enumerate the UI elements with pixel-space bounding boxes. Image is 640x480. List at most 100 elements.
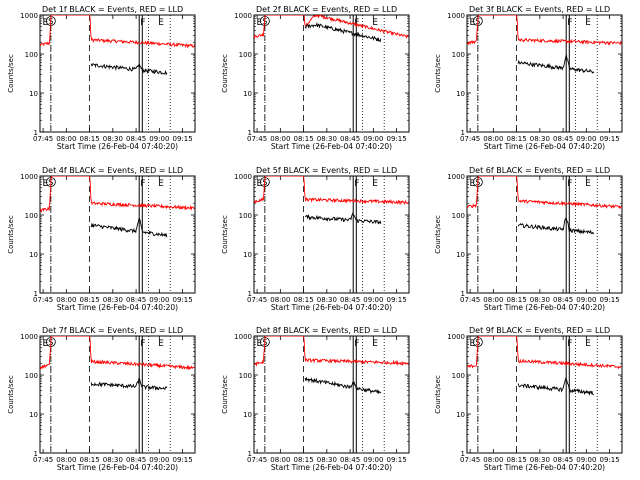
y-tick-label: 10 [243,411,252,419]
x-tick-label: 07:45 [460,456,480,464]
x-tick-label: 08:30 [530,456,550,464]
x-tick-label: 08:30 [103,456,123,464]
marker-label-e: E [470,339,476,349]
x-tick-label: 07:45 [247,296,267,304]
panel-5: Det 5f BLACK = Events, RED = LLD 1 10 100 10… [221,166,410,312]
marker-label-e: E [43,18,49,28]
series-events-line [90,63,168,76]
x-tick-label: 08:45 [126,135,146,143]
y-tick-label: 10 [29,251,38,259]
series-lld-line [254,15,409,40]
series-events-line [304,22,382,43]
y-tick-label: 1000 [20,12,38,20]
x-tick-label: 08:45 [553,135,573,143]
y-axis-label: Counts/sec [434,54,442,93]
x-axis-label: Start Time (26-Feb-04 07:40:20) [484,303,605,312]
x-tick-label: 07:45 [460,296,480,304]
x-tick-label: 08:30 [317,135,337,143]
y-tick-label: 100 [452,51,465,59]
series-lld-line [254,176,409,206]
plot-frame [253,14,410,133]
y-tick-label: 1 [461,450,465,458]
marker-label-e: E [158,18,164,28]
plot-frame [466,175,623,294]
x-tick-label: 08:30 [103,296,123,304]
x-tick-label: 08:15 [80,456,100,464]
y-tick-label: 10 [456,90,465,98]
y-tick-label: 100 [25,372,38,380]
marker-label-e: E [585,18,591,28]
y-tick-label: 1000 [447,333,465,341]
x-tick-label: 08:00 [483,135,503,143]
y-tick-label: 1000 [447,173,465,181]
plot-frame [39,335,196,454]
x-tick-label: 08:30 [317,296,337,304]
x-tick-label: 08:15 [507,135,527,143]
x-tick-label: 08:00 [56,135,76,143]
marker-label-f: F [567,339,572,349]
marker-label-e: E [585,179,591,189]
x-axis-label: Start Time (26-Feb-04 07:40:20) [57,142,178,151]
x-tick-label: 08:00 [483,456,503,464]
y-tick-label: 100 [452,372,465,380]
x-tick-label: 08:30 [103,135,123,143]
y-tick-label: 100 [239,51,252,59]
y-tick-label: 100 [239,372,252,380]
series-lld-line [40,336,195,371]
x-tick-label: 08:00 [270,296,290,304]
x-tick-label: 07:45 [33,456,53,464]
y-tick-label: 100 [239,212,252,220]
marker-label-e: E [372,18,378,28]
x-tick-label: 08:15 [294,456,314,464]
x-tick-label: 08:30 [530,135,550,143]
y-tick-label: 1000 [20,333,38,341]
panel-title: Det 8f BLACK = Events, RED = LLD [256,326,397,335]
x-tick-label: 09:15 [173,135,193,143]
x-axis-label: Start Time (26-Feb-04 07:40:20) [271,142,392,151]
y-axis-label: Counts/sec [221,54,229,93]
x-tick-label: 09:15 [600,456,620,464]
y-tick-label: 1000 [20,173,38,181]
panel-title: Det 4f BLACK = Events, RED = LLD [42,166,183,175]
marker-label-e: E [158,339,164,349]
y-tick-label: 1 [248,290,252,298]
plot-frame [466,14,623,133]
y-tick-label: 1 [34,290,38,298]
series-events-line [90,218,168,238]
x-tick-label: 09:00 [363,296,383,304]
marker-label-f: F [140,18,145,28]
x-tick-label: 08:15 [80,135,100,143]
y-tick-label: 10 [29,90,38,98]
marker-label-f: F [140,339,145,349]
y-tick-label: 10 [243,251,252,259]
x-tick-label: 08:45 [553,296,573,304]
series-events-line [304,376,382,395]
x-axis-label: Start Time (26-Feb-04 07:40:20) [271,463,392,472]
panel-2: Det 2f BLACK = Events, RED = LLD 1 10 100 10… [221,5,410,151]
series-events-line [305,211,382,225]
x-tick-label: 09:15 [173,296,193,304]
y-tick-label: 100 [452,212,465,220]
x-tick-label: 08:00 [270,135,290,143]
panel-1: Det 1f BLACK = Events, RED = LLD 1 10 100 10… [7,5,196,151]
y-tick-label: 100 [25,51,38,59]
x-tick-label: 09:00 [576,456,596,464]
x-tick-label: 08:15 [80,296,100,304]
y-tick-label: 1 [34,450,38,458]
panels-container: Det 1f BLACK = Events, RED = LLD11010010… [7,5,623,472]
y-tick-label: 10 [29,411,38,419]
y-tick-label: 1000 [234,173,252,181]
y-tick-label: 10 [456,411,465,419]
marker-label-e: E [372,179,378,189]
marker-label-e: E [43,179,49,189]
panel-title: Det 2f BLACK = Events, RED = LLD [256,5,397,14]
x-tick-label: 09:00 [363,456,383,464]
x-axis-label: Start Time (26-Feb-04 07:40:20) [484,142,605,151]
x-tick-label: 09:00 [149,456,169,464]
marker-label-e: E [585,339,591,349]
y-tick-label: 1000 [447,12,465,20]
marker-label-e: E [470,18,476,28]
x-tick-label: 08:15 [294,296,314,304]
x-tick-label: 07:45 [247,135,267,143]
